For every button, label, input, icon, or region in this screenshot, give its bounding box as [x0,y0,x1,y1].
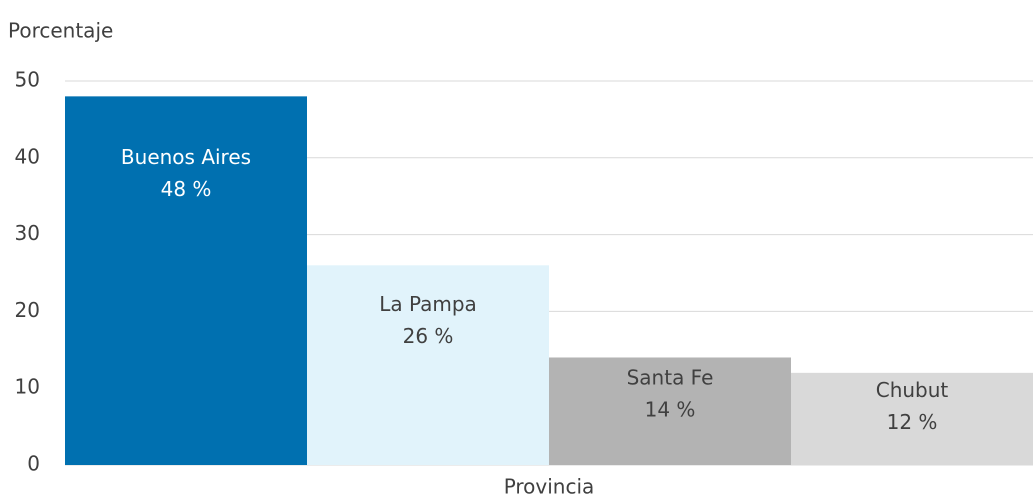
value-label: 48 % [161,177,212,201]
y-tick-label: 20 [15,298,40,322]
y-tick-label: 40 [15,144,40,168]
bar-category-label: Chubut [876,378,949,402]
value-label: 26 % [403,324,454,348]
value-label: 14 % [645,397,696,421]
y-tick-label: 50 [15,68,40,92]
bar-category-label: Santa Fe [627,365,714,389]
bar-category-label: Buenos Aires [121,145,251,169]
y-tick-label: 30 [15,221,40,245]
bar [65,96,307,466]
value-label: 12 % [887,410,938,434]
bar [307,265,549,465]
x-axis-label: Provincia [504,475,595,498]
y-axis-label: Porcentaje [8,19,113,43]
bar [791,372,1033,465]
y-tick-label: 0 [27,452,40,476]
y-tick-label: 10 [15,375,40,399]
bar-category-label: La Pampa [379,292,477,316]
bar [549,357,791,465]
